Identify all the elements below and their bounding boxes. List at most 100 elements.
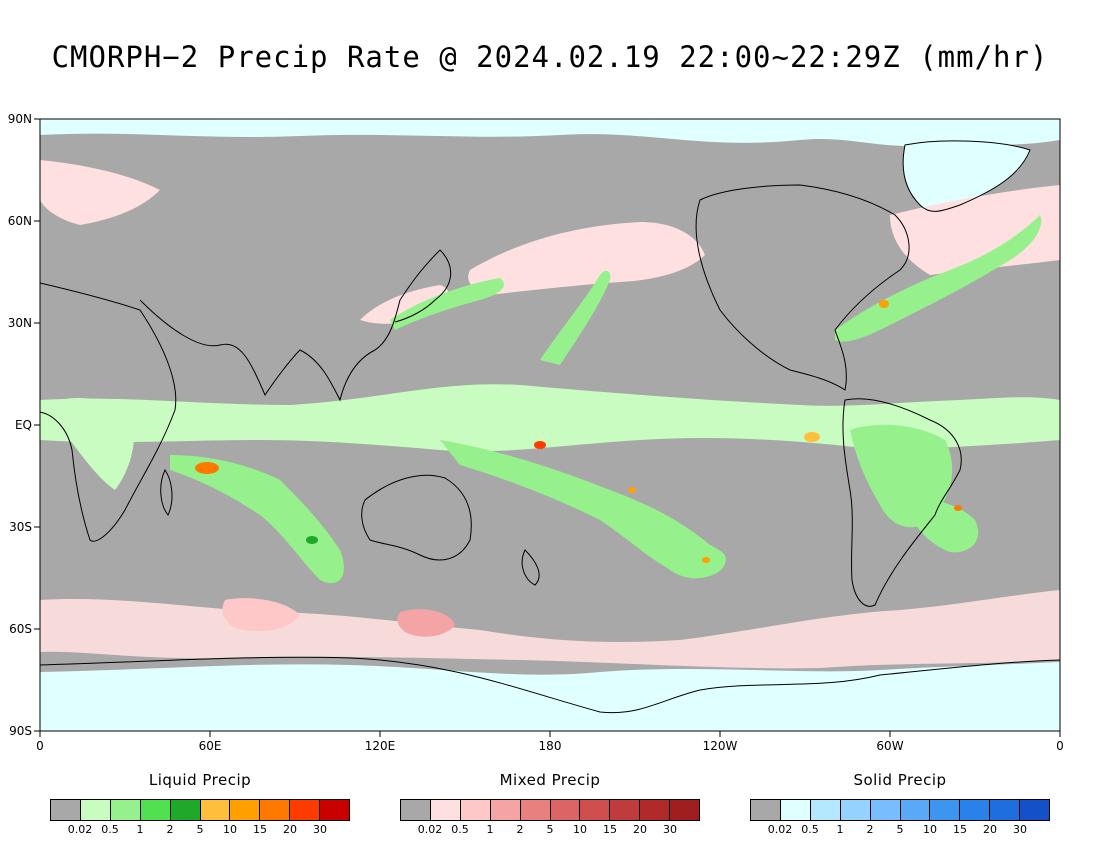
- lon-label-0-east: 0: [1056, 739, 1064, 753]
- heavy-core-spcz: [306, 536, 318, 544]
- lat-label-90n: 90N: [8, 112, 32, 126]
- legend-swatch: [140, 800, 171, 820]
- legend-swatch: [780, 800, 811, 820]
- itcz-liquid: [40, 384, 1060, 452]
- legend-swatch: [640, 800, 671, 820]
- south-indian-mixed-core: [222, 598, 300, 632]
- legend-tick-label: 5: [896, 823, 904, 836]
- legend-tick-label: 1: [836, 823, 844, 836]
- heavy-core-atlantic: [879, 300, 889, 308]
- legend-tick-label: 30: [663, 823, 677, 836]
- legend-swatch: [960, 800, 991, 820]
- heavy-core-pacific-1: [534, 441, 546, 449]
- greenland-solid-precip: [903, 140, 1030, 212]
- legend-tick-label: 15: [253, 823, 267, 836]
- legend-tick-label: 0.5: [801, 823, 819, 836]
- north-atlantic-mixed: [40, 160, 160, 225]
- north-atlantic-front-liquid: [835, 215, 1042, 342]
- legend-ticks-liquid: 0.02 0.5 1 2 5 10 15 20 30: [50, 823, 350, 837]
- legend-swatch: [80, 800, 111, 820]
- legend-mixed: [400, 799, 700, 821]
- legend-tick-label: 20: [283, 823, 297, 836]
- legend-swatch: [520, 800, 551, 820]
- legend-tick-label: 15: [603, 823, 617, 836]
- lon-label-60w: 60W: [876, 739, 903, 753]
- legend-tick-label: 5: [546, 823, 554, 836]
- africa-liquid: [59, 398, 135, 490]
- coastlines: [40, 140, 1060, 714]
- legend-tick-label: 10: [573, 823, 587, 836]
- lon-label-180: 180: [539, 739, 562, 753]
- legend-tick-label: 2: [866, 823, 874, 836]
- south-indian-band-liquid: [170, 455, 344, 584]
- legend-tick-label: 15: [953, 823, 967, 836]
- legend-tick-label: 2: [516, 823, 524, 836]
- legend-swatch: [320, 800, 350, 820]
- legend-tick-label: 0.5: [451, 823, 469, 836]
- arctic-solid-precip: [40, 119, 1060, 147]
- southern-ocean-mixed: [40, 590, 1060, 669]
- legend-ticks-solid: 0.02 0.5 1 2 5 10 15 20 30: [750, 823, 1050, 837]
- lon-label-120e: 120E: [365, 739, 396, 753]
- heavy-core-pacific-2: [628, 487, 636, 493]
- legend-swatch: [200, 800, 231, 820]
- legend-swatch: [170, 800, 201, 820]
- legend-swatch: [610, 800, 641, 820]
- south-pacific-low-liquid: [659, 539, 726, 579]
- heavy-core-sa: [954, 505, 962, 511]
- legend-title-solid: Solid Precip: [853, 771, 947, 789]
- legend-swatch: [550, 800, 581, 820]
- legend-title-liquid: Liquid Precip: [148, 771, 252, 789]
- legend-solid: [750, 799, 1050, 821]
- south-atlantic-band-liquid: [905, 498, 979, 553]
- legend-tick-label: 1: [486, 823, 494, 836]
- legend-tick-label: 2: [166, 823, 174, 836]
- legend-swatch: [900, 800, 931, 820]
- lon-label-60e: 60E: [199, 739, 222, 753]
- legend-tick-label: 0.02: [67, 823, 93, 836]
- legend-liquid: [50, 799, 350, 821]
- lon-label-120w: 120W: [703, 739, 738, 753]
- legend-swatch: [870, 800, 901, 820]
- lat-label-30s: 30S: [9, 520, 32, 534]
- heavy-core-indian: [195, 462, 219, 474]
- lat-label-90s: 90S: [9, 724, 32, 738]
- legend-tick-label: 0.02: [417, 823, 443, 836]
- legend-swatch: [930, 800, 961, 820]
- legend-swatch: [110, 800, 141, 820]
- japan-front-liquid: [390, 278, 504, 330]
- heavy-core-amazon: [804, 432, 820, 442]
- legend-swatch: [670, 800, 700, 820]
- legend-swatch: [460, 800, 491, 820]
- lon-label-0: 0: [36, 739, 44, 753]
- legend-swatch: [751, 800, 781, 820]
- north-pacific-mixed: [468, 222, 705, 295]
- legend-swatch: [1020, 800, 1050, 820]
- legend-swatch: [230, 800, 261, 820]
- lat-label-eq: EQ: [15, 418, 32, 432]
- legend-swatch: [430, 800, 461, 820]
- lat-label-30n: 30N: [8, 316, 32, 330]
- legend-swatch: [51, 800, 81, 820]
- legend-tick-label: 10: [923, 823, 937, 836]
- south-pacific-convergence-liquid: [440, 440, 714, 576]
- legend-tick-label: 0.5: [101, 823, 119, 836]
- legend-tick-label: 20: [983, 823, 997, 836]
- legend-swatch: [840, 800, 871, 820]
- legend-swatch: [260, 800, 291, 820]
- legend-ticks-mixed: 0.02 0.5 1 2 5 10 15 20 30: [400, 823, 700, 837]
- southwest-pacific-mixed-core: [397, 609, 455, 637]
- legend-swatch: [401, 800, 431, 820]
- legend-tick-label: 30: [313, 823, 327, 836]
- legend-title-mixed: Mixed Precip: [499, 771, 601, 789]
- legend-swatch: [990, 800, 1021, 820]
- antarctic-solid-precip: [40, 662, 1060, 731]
- axis-ticks: [34, 118, 1061, 737]
- lat-label-60s: 60S: [9, 622, 32, 636]
- legend-swatch: [290, 800, 321, 820]
- legend-swatch: [810, 800, 841, 820]
- legend-tick-label: 30: [1013, 823, 1027, 836]
- legend-tick-label: 5: [196, 823, 204, 836]
- legend-swatch: [490, 800, 521, 820]
